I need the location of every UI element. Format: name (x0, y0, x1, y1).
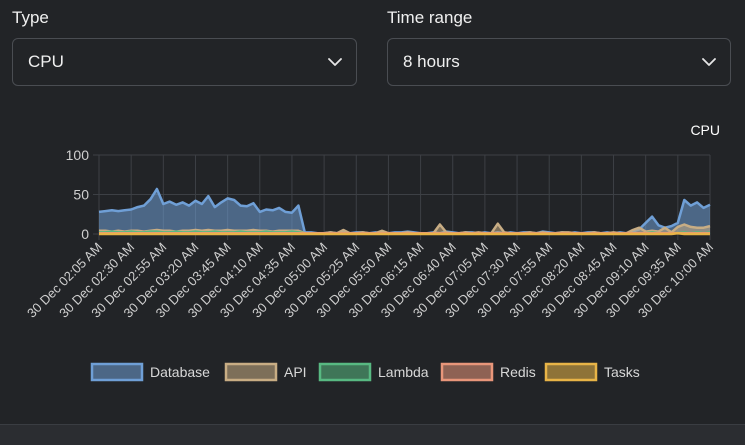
series-area-database (99, 189, 710, 234)
time-range-label: Time range (387, 8, 473, 27)
time-range-select[interactable]: 8 hours (387, 38, 731, 86)
chevron-down-icon (702, 57, 716, 67)
legend-swatch-api (224, 362, 278, 382)
time-range-select-value: 8 hours (403, 52, 460, 71)
legend-label-api: API (284, 364, 307, 380)
y-tick-label: 0 (81, 226, 89, 242)
legend-swatch-database (90, 362, 144, 382)
legend-label-lambda: Lambda (378, 364, 429, 380)
legend-label-redis: Redis (500, 364, 536, 380)
series-line-tasks (99, 231, 710, 236)
bottom-panel-edge (0, 424, 745, 445)
chart-title: CPU (690, 122, 720, 138)
chevron-down-icon (328, 57, 342, 67)
type-select-value: CPU (28, 52, 64, 71)
legend-swatch-lambda (318, 362, 372, 382)
legend-swatch-tasks (544, 362, 598, 382)
type-label: Type (12, 8, 49, 27)
legend-label-tasks: Tasks (604, 364, 640, 380)
type-select[interactable]: CPU (12, 38, 357, 86)
legend-label-database: Database (150, 364, 210, 380)
y-tick-label: 50 (73, 187, 89, 203)
y-tick-label: 100 (66, 147, 90, 163)
legend-swatch-redis (440, 362, 494, 382)
